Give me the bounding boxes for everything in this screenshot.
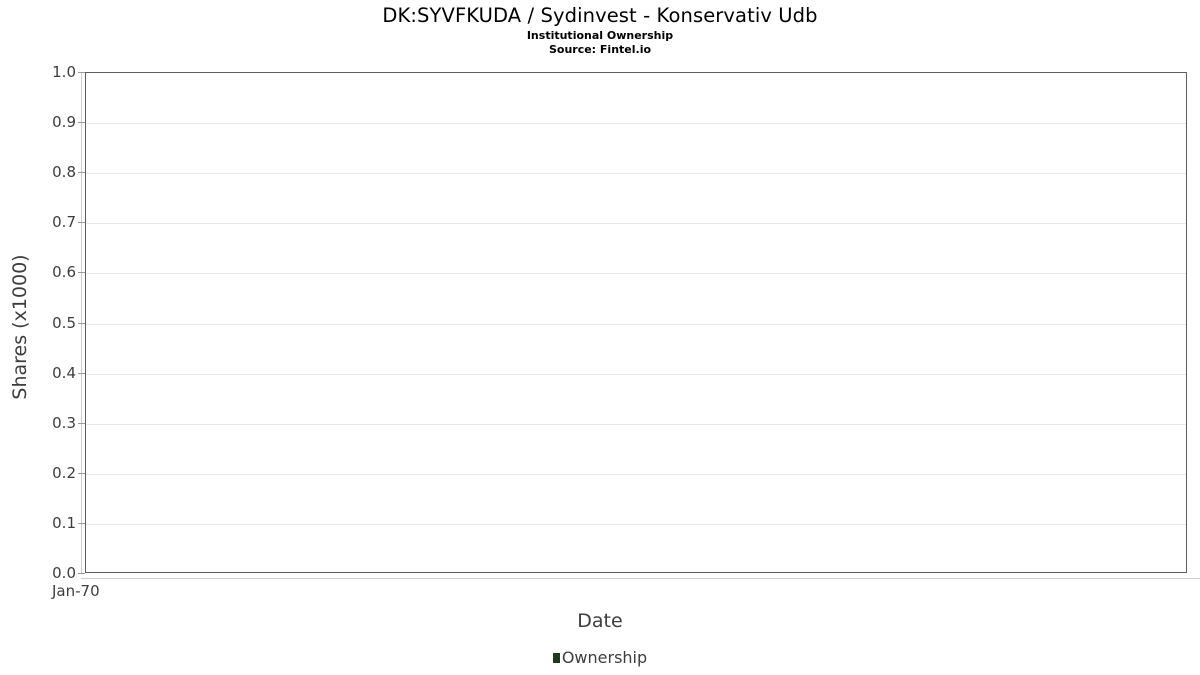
chart-header: DK:SYVFKUDA / Sydinvest - Konservativ Ud… <box>0 4 1200 57</box>
y-axis-tick-mark <box>78 373 85 374</box>
gridline <box>86 374 1186 375</box>
y-axis-tick-mark <box>78 222 85 223</box>
y-axis-tick-label: 0.0 <box>52 564 76 582</box>
gridline <box>86 324 1186 325</box>
legend-item[interactable]: Ownership <box>552 648 648 667</box>
y-axis-tick-label: 0.4 <box>52 364 76 382</box>
y-axis-tick-mark <box>78 172 85 173</box>
y-axis-tick-mark <box>78 423 85 424</box>
y-axis-tick-label: 0.9 <box>52 113 76 131</box>
y-axis-tick-label: 0.3 <box>52 414 76 432</box>
y-axis-tick-mark <box>78 573 85 574</box>
y-axis-tick-mark <box>78 272 85 273</box>
chart-source-attribution: Source: Fintel.io <box>548 43 652 56</box>
y-axis-tick-mark <box>78 122 85 123</box>
gridline <box>86 273 1186 274</box>
y-axis-tick-label: 0.2 <box>52 464 76 482</box>
x-axis-title: Date <box>577 610 623 632</box>
y-axis-tick-mark <box>78 323 85 324</box>
y-axis-tick-label: 0.6 <box>52 263 76 281</box>
chart-title: DK:SYVFKUDA / Sydinvest - Konservativ Ud… <box>382 4 818 27</box>
legend-item-label: Ownership <box>561 648 648 667</box>
gridline <box>86 223 1186 224</box>
gridline <box>86 474 1186 475</box>
y-axis-tick-label: 0.1 <box>52 514 76 532</box>
x-axis-outer-spine <box>81 578 1200 579</box>
y-axis-tick-mark <box>78 523 85 524</box>
x-axis-tick-label: Jan-70 <box>52 582 100 600</box>
chart-subtitle: Institutional Ownership <box>526 29 674 42</box>
y-axis-tick-label: 0.5 <box>52 314 76 332</box>
y-axis-tick-label: 0.7 <box>52 213 76 231</box>
gridline <box>86 173 1186 174</box>
y-axis-tick-mark <box>78 473 85 474</box>
chart-legend: Ownership <box>0 648 1200 667</box>
gridline <box>86 424 1186 425</box>
y-axis-tick-label: 1.0 <box>52 63 76 81</box>
gridline <box>86 524 1186 525</box>
y-axis-tick-mark <box>78 72 85 73</box>
plot-area <box>85 72 1187 573</box>
y-axis-tick-label: 0.8 <box>52 163 76 181</box>
legend-color-swatch-icon <box>552 652 560 663</box>
gridline <box>86 123 1186 124</box>
